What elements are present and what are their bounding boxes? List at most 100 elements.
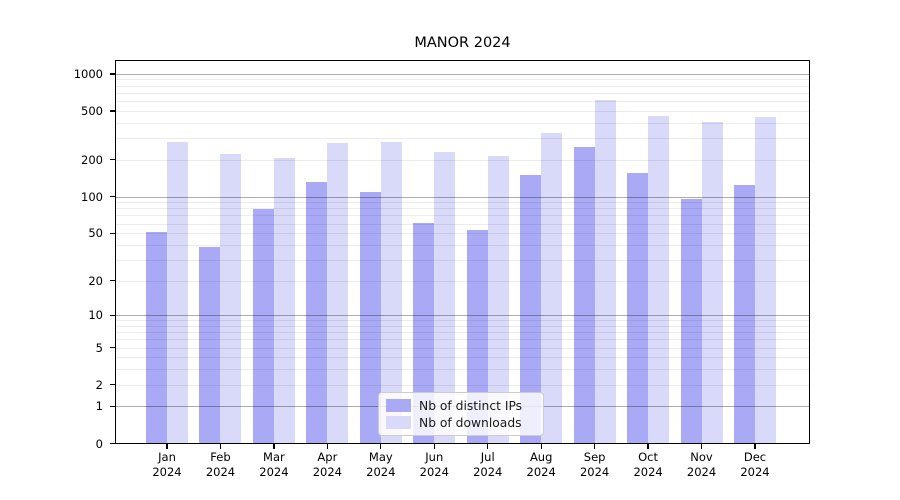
x-tick-label: Aug 2024 [526, 450, 556, 479]
x-tick-mark [433, 444, 435, 449]
legend: Nb of distinct IPs Nb of downloads [378, 392, 544, 436]
y-tick-mark [110, 347, 115, 349]
bar-downloads [701, 121, 723, 444]
x-tick-mark [273, 444, 275, 449]
y-tick-mark [110, 159, 115, 161]
y-tick-label: 0 [95, 436, 103, 451]
bar-downloads [648, 116, 670, 444]
legend-item-distinct-ips: Nb of distinct IPs [386, 397, 535, 414]
y-tick-mark [110, 314, 115, 316]
bar-distinct-ips [199, 247, 221, 444]
bar-downloads [755, 117, 776, 444]
chart-title: MANOR 2024 [414, 35, 511, 51]
y-tick-label: 500 [81, 103, 103, 118]
y-tick-label: 1000 [73, 66, 103, 81]
y-tick-mark [110, 442, 115, 445]
x-tick-label: Oct 2024 [633, 450, 663, 479]
legend-item-downloads: Nb of downloads [386, 414, 535, 431]
y-gridline-minor [115, 122, 810, 124]
bar-downloads [327, 143, 349, 444]
bar-downloads [541, 132, 563, 444]
y-gridline-minor [115, 320, 810, 322]
x-tick-mark [487, 444, 489, 449]
y-gridline-minor [115, 85, 810, 87]
x-tick-label: Jan 2024 [152, 450, 182, 479]
x-tick-mark [380, 444, 382, 449]
x-tick-mark [754, 444, 756, 449]
bar-distinct-ips [734, 184, 755, 444]
x-tick-mark [166, 444, 168, 449]
bar-distinct-ips [520, 175, 542, 444]
y-tick-label: 100 [81, 189, 103, 204]
bar-downloads [167, 142, 188, 444]
y-tick-label: 2 [95, 377, 103, 392]
y-tick-mark [110, 232, 115, 234]
bar-downloads [380, 142, 402, 444]
bar-distinct-ips [413, 222, 435, 444]
bar-downloads [220, 154, 242, 444]
y-tick-label: 5 [95, 340, 103, 355]
x-tick-label: May 2024 [366, 450, 396, 479]
y-tick-mark [110, 73, 115, 75]
y-gridline-minor [115, 208, 810, 210]
legend-label-distinct-ips: Nb of distinct IPs [419, 398, 523, 413]
legend-label-downloads: Nb of downloads [419, 415, 522, 430]
y-tick-label: 50 [88, 226, 103, 241]
y-gridline-minor [115, 92, 810, 94]
y-tick-label: 1 [95, 399, 103, 414]
x-tick-mark [593, 444, 596, 449]
bar-distinct-ips [306, 182, 328, 444]
x-tick-label: Jul 2024 [473, 450, 503, 479]
y-tick-mark [110, 195, 115, 198]
y-gridline-minor [115, 202, 810, 204]
y-gridline-minor [115, 325, 810, 327]
y-gridline-minor [115, 280, 810, 282]
y-tick-label: 10 [88, 308, 103, 323]
y-gridline-major [115, 196, 810, 198]
y-gridline-minor [115, 347, 810, 349]
y-gridline-minor [115, 223, 810, 225]
y-gridline-minor [115, 357, 810, 359]
y-tick-label: 20 [88, 273, 103, 288]
bar-downloads [434, 152, 456, 444]
y-tick-mark [110, 384, 115, 386]
bar-distinct-ips [146, 232, 167, 444]
bar-distinct-ips [466, 230, 488, 444]
legend-swatch-distinct-ips [386, 399, 411, 412]
bar-downloads [273, 158, 295, 444]
bar-distinct-ips [680, 199, 702, 444]
x-tick-label: Sep 2024 [579, 450, 610, 479]
y-gridline-minor [115, 244, 810, 246]
y-gridline-minor [115, 233, 810, 235]
y-gridline-minor [115, 384, 810, 386]
bar-distinct-ips [573, 146, 595, 444]
bar-distinct-ips [359, 192, 381, 444]
x-tick-mark [647, 444, 649, 449]
bar-downloads [594, 99, 616, 444]
y-gridline-minor [115, 259, 810, 261]
x-tick-mark [540, 444, 542, 449]
x-tick-mark [219, 444, 222, 449]
y-tick-label: 200 [81, 152, 103, 167]
y-gridline-minor [115, 101, 810, 103]
y-tick-mark [110, 405, 115, 408]
bar-downloads [487, 155, 509, 444]
y-gridline-minor [115, 332, 810, 334]
x-tick-label: Apr 2024 [312, 450, 342, 479]
x-tick-label: Feb 2024 [205, 450, 236, 479]
x-tick-mark [326, 444, 328, 449]
y-gridline-minor [115, 138, 810, 140]
legend-swatch-downloads [386, 416, 411, 429]
x-tick-label: Nov 2024 [686, 450, 717, 479]
y-gridline-minor [115, 159, 810, 161]
y-gridline-minor [115, 215, 810, 217]
y-gridline-major [115, 315, 810, 317]
y-gridline-major [115, 73, 810, 75]
y-gridline-minor [115, 369, 810, 371]
y-tick-mark [110, 280, 115, 282]
bar-distinct-ips [627, 172, 649, 444]
y-gridline-minor [115, 339, 810, 341]
y-gridline-minor [115, 79, 810, 81]
x-tick-label: Mar 2024 [259, 450, 289, 479]
bar-distinct-ips [252, 209, 274, 444]
